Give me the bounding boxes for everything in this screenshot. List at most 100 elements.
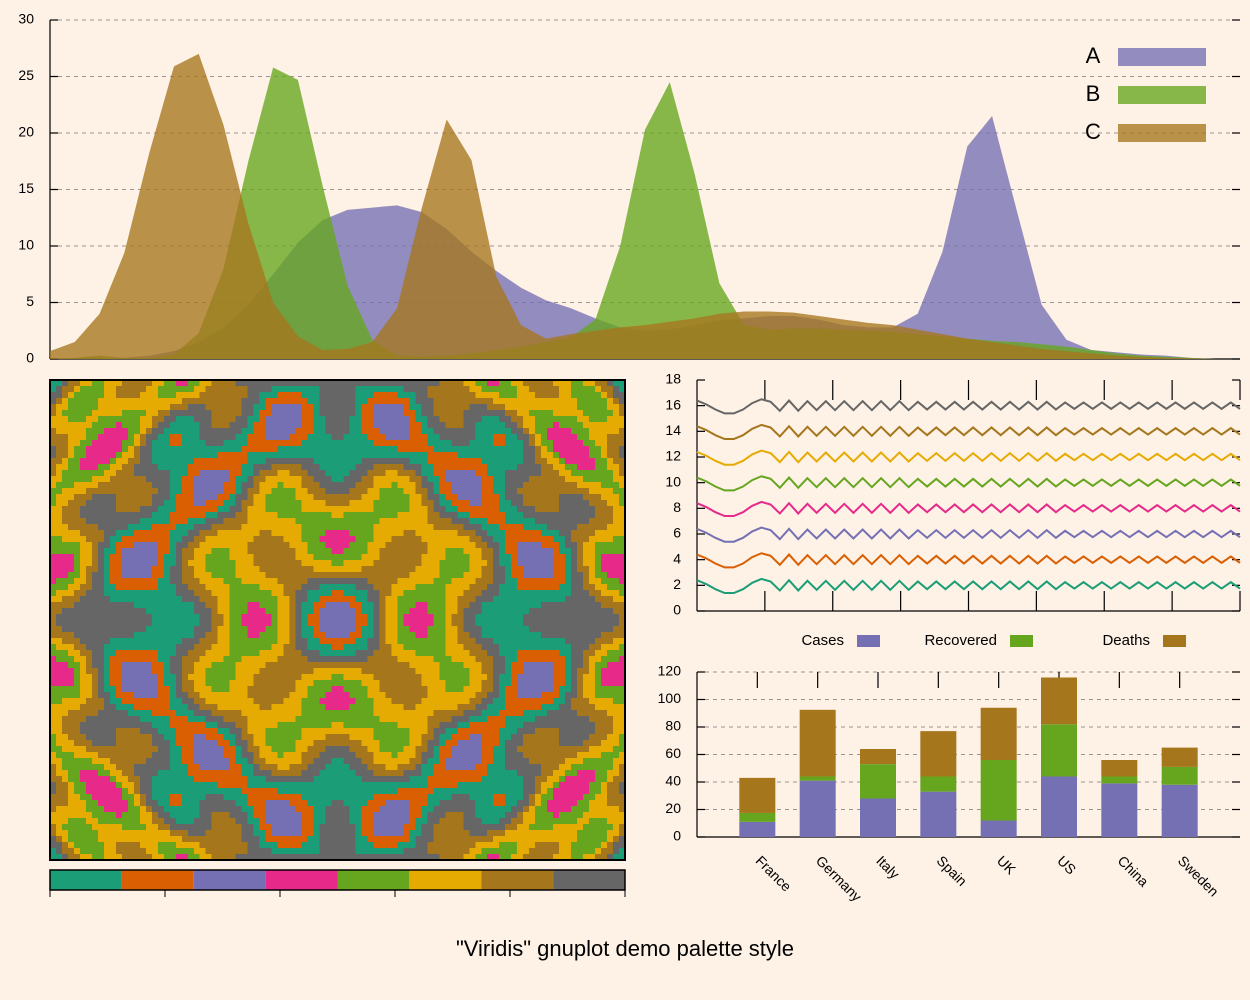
heat-cell	[565, 458, 572, 465]
heat-cell	[499, 626, 506, 633]
heat-cell	[379, 620, 387, 627]
heat-cell	[403, 548, 410, 555]
heat-cell	[409, 602, 416, 609]
heat-cell	[589, 584, 596, 591]
heat-cell	[211, 434, 219, 441]
heat-cell	[313, 518, 321, 525]
heat-cell	[475, 518, 482, 525]
heat-cell	[373, 476, 381, 483]
heat-cell	[301, 416, 309, 423]
heat-cell	[391, 554, 398, 561]
heat-cell	[481, 500, 488, 507]
heat-cell	[565, 644, 572, 651]
heat-cell	[559, 656, 566, 663]
heat-cell	[487, 632, 494, 639]
heat-cell	[217, 620, 225, 627]
heat-cell	[559, 548, 566, 555]
heat-cell	[589, 524, 596, 531]
heat-cell	[259, 410, 267, 417]
heat-cell	[211, 458, 219, 465]
heat-cell	[409, 656, 416, 663]
heat-cell	[427, 680, 434, 687]
heat-cell	[145, 440, 153, 447]
heat-cell	[487, 686, 494, 693]
heat-cell	[85, 566, 93, 573]
heat-cell	[559, 680, 566, 687]
heat-cell	[61, 560, 69, 567]
heat-cell	[481, 662, 488, 669]
heat-cell	[535, 614, 542, 621]
heat-cell	[397, 650, 404, 657]
heat-cell	[619, 548, 626, 555]
heat-cell	[79, 644, 87, 651]
heat-cell	[475, 530, 482, 537]
heat-cell	[379, 578, 387, 585]
heat-cell	[463, 632, 470, 639]
heat-cell	[223, 554, 231, 561]
heat-cell	[199, 458, 207, 465]
heat-cell	[367, 572, 375, 579]
heat-cell	[583, 416, 590, 423]
heat-cell	[421, 590, 428, 597]
heat-cell	[151, 464, 159, 471]
heat-cell	[151, 392, 159, 399]
heat-cell	[445, 644, 452, 651]
heat-cell	[529, 608, 536, 615]
heat-cell	[301, 530, 309, 537]
heat-cell	[571, 500, 578, 507]
heat-cell	[355, 398, 363, 405]
heat-cell	[433, 554, 440, 561]
heat-cell	[343, 578, 351, 585]
heat-cell	[613, 578, 620, 585]
heat-cell	[91, 512, 99, 519]
heat-cell	[373, 386, 381, 393]
heat-cell	[91, 638, 99, 645]
heat-cell	[307, 644, 315, 651]
heat-cell	[241, 410, 249, 417]
heat-cell	[145, 482, 153, 489]
heat-cell	[67, 560, 75, 567]
heat-cell	[193, 512, 201, 519]
heat-cell	[235, 518, 243, 525]
heat-cell	[439, 380, 446, 387]
heat-cell	[313, 656, 321, 663]
heat-cell	[343, 392, 351, 399]
heat-cell	[109, 506, 117, 513]
heat-cell	[439, 584, 446, 591]
heat-cell	[481, 596, 488, 603]
heat-cell	[445, 662, 452, 669]
heat-cell	[379, 404, 387, 411]
heat-cell	[151, 404, 159, 411]
heat-cell	[499, 422, 506, 429]
heat-cell	[163, 434, 171, 441]
heat-cell	[199, 638, 207, 645]
heat-cell	[613, 422, 620, 429]
heat-cell	[469, 554, 476, 561]
heat-cell	[601, 458, 608, 465]
heat-cell	[187, 548, 195, 555]
heat-cell	[589, 596, 596, 603]
heat-cell	[529, 566, 536, 573]
heat-cell	[115, 668, 123, 675]
heat-cell	[50, 410, 57, 417]
heat-cell	[277, 410, 285, 417]
heat-cell	[439, 668, 446, 675]
heat-cell	[451, 608, 458, 615]
heat-cell	[187, 560, 195, 567]
heat-cell	[193, 668, 201, 675]
heat-cell	[409, 446, 416, 453]
heat-cell	[199, 536, 207, 543]
heat-cell	[265, 446, 273, 453]
heat-cell	[583, 650, 590, 657]
heat-cell	[115, 452, 123, 459]
heat-cell	[361, 578, 369, 585]
heat-cell	[415, 506, 422, 513]
heat-cell	[283, 638, 291, 645]
heat-cell	[331, 422, 339, 429]
heat-cell	[409, 590, 416, 597]
heat-cell	[475, 536, 482, 543]
heat-cell	[619, 584, 626, 591]
heat-cell	[307, 680, 315, 687]
heat-cell	[487, 644, 494, 651]
heat-cell	[529, 500, 536, 507]
